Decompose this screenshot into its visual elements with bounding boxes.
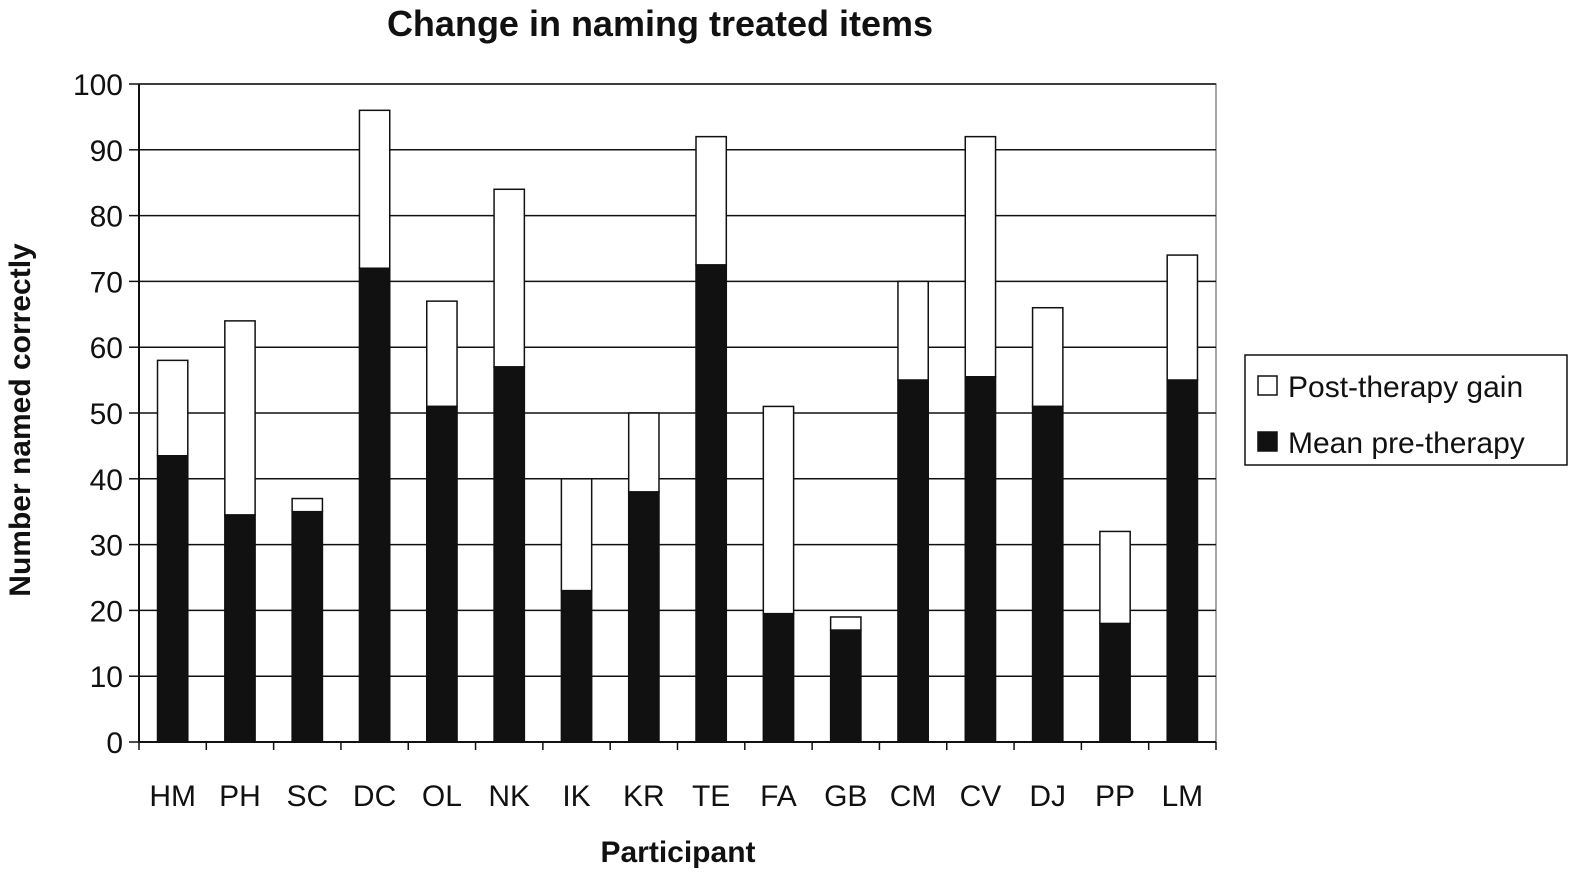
bar-post-therapy-gain-dc (358, 109, 391, 269)
bar-mean-pre-therapy-te (695, 264, 728, 743)
y-tick-label: 50 (90, 398, 123, 431)
bar-mean-pre-therapy-pp (1099, 622, 1131, 743)
x-tick-label-ph: PH (219, 780, 261, 813)
bar-mean-pre-therapy-ph (224, 514, 256, 743)
legend-swatch-post-therapy-gain (1257, 375, 1278, 396)
bar-post-therapy-gain-cv (964, 135, 997, 378)
y-tick-label: 70 (90, 266, 123, 299)
y-tick-label: 90 (90, 135, 123, 168)
bar-mean-pre-therapy-lm (1166, 379, 1199, 743)
x-tick-label-ik: IK (562, 780, 590, 813)
bar-post-therapy-gain-te (695, 135, 728, 266)
bar-mean-pre-therapy-ik (560, 589, 593, 743)
bar-mean-pre-therapy-cm (897, 379, 929, 743)
chart-title: Change in naming treated items (387, 3, 933, 44)
bar-post-therapy-gain-lm (1166, 254, 1199, 381)
y-tick-label: 10 (90, 661, 123, 694)
y-axis-title: Number named correctly (4, 243, 37, 597)
legend-box (1244, 354, 1568, 466)
axes: 0 10 20 30 40 50 60 70 80 90 100 HM PH SC DC OL NK IK KR TE… (73, 69, 1217, 813)
legend-label-mean-pre-therapy: Mean pre-therapy (1288, 427, 1525, 460)
x-tick-label-cv: CV (960, 780, 1002, 813)
bar-mean-pre-therapy-dc (358, 267, 391, 743)
bar-mean-pre-therapy-nk (493, 366, 526, 743)
bar-post-therapy-gain-dj (1031, 306, 1064, 408)
bar-post-therapy-gain-gb (829, 616, 862, 631)
bar-post-therapy-gain-fa (762, 405, 795, 615)
y-tick-label: 40 (90, 464, 123, 497)
y-tick-label: 20 (90, 595, 123, 628)
x-tick-label-kr: KR (623, 780, 665, 813)
x-axis-title: Participant (600, 836, 755, 869)
x-tick-label-te: TE (692, 780, 730, 813)
x-tick-label-sc: SC (286, 780, 328, 813)
bar-post-therapy-gain-cm (897, 280, 929, 381)
x-tick-label-cm: CM (890, 780, 937, 813)
x-tick-label-gb: GB (824, 780, 867, 813)
x-tick-label-pp: PP (1095, 780, 1135, 813)
bar-post-therapy-gain-hm (156, 359, 189, 457)
bar-mean-pre-therapy-kr (627, 491, 660, 743)
bar-post-therapy-gain-ik (560, 478, 593, 592)
bar-post-therapy-gain-sc (291, 497, 324, 513)
x-tick-label-fa: FA (760, 780, 797, 813)
x-tick-label-ol: OL (422, 780, 462, 813)
x-tick-label-lm: LM (1162, 780, 1204, 813)
y-tick-label: 0 (106, 727, 123, 760)
bar-mean-pre-therapy-ol (426, 405, 458, 743)
y-tick-label: 60 (90, 332, 123, 365)
bar-mean-pre-therapy-cv (964, 376, 997, 743)
bar-mean-pre-therapy-dj (1031, 405, 1064, 743)
y-tick-label: 80 (90, 201, 123, 234)
x-tick-label-dc: DC (353, 780, 396, 813)
x-tick-label-dj: DJ (1029, 780, 1066, 813)
bar-post-therapy-gain-ol (426, 300, 458, 408)
bar-post-therapy-gain-kr (627, 412, 660, 493)
x-tick-label-hm: HM (149, 780, 196, 813)
legend: Post-therapy gain Mean pre-therapy (1244, 354, 1568, 466)
bar-mean-pre-therapy-gb (829, 629, 862, 743)
bar-mean-pre-therapy-fa (762, 612, 795, 743)
bar-mean-pre-therapy-hm (156, 455, 189, 743)
y-tick-label: 30 (90, 530, 123, 563)
legend-label-post-therapy-gain: Post-therapy gain (1288, 371, 1523, 404)
legend-swatch-mean-pre-therapy (1257, 431, 1278, 452)
bar-post-therapy-gain-nk (493, 188, 526, 368)
bar-post-therapy-gain-pp (1099, 530, 1131, 625)
y-tick-label: 100 (73, 69, 123, 102)
bar-post-therapy-gain-ph (224, 320, 256, 516)
x-tick-label-nk: NK (488, 780, 530, 813)
bar-mean-pre-therapy-sc (291, 510, 324, 743)
